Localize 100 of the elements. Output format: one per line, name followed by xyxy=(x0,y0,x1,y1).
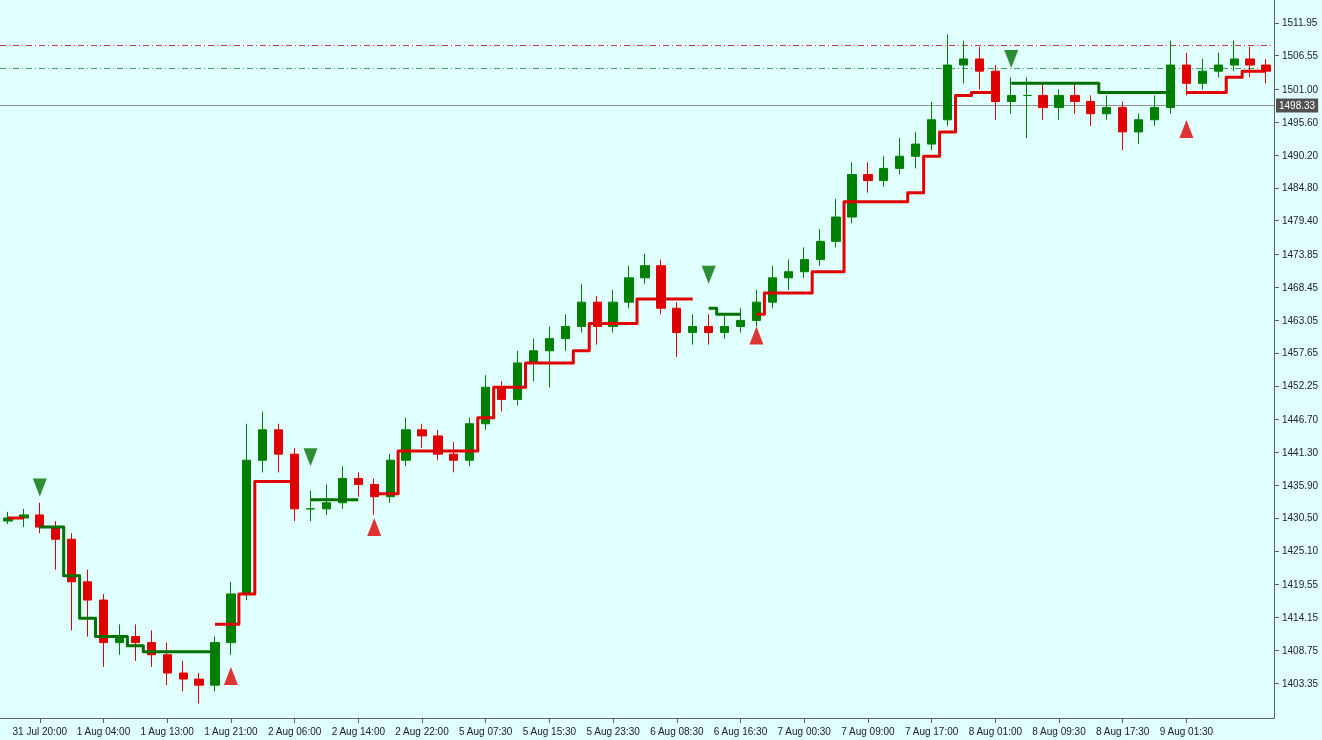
candlestick xyxy=(83,569,92,638)
x-tick-label: 6 Aug 16:30 xyxy=(713,725,768,737)
candlestick xyxy=(720,313,729,340)
candlestick xyxy=(433,429,443,461)
candlestick xyxy=(1102,94,1111,121)
point xyxy=(367,518,382,537)
x-tick-label: 9 Aug 01:30 xyxy=(1159,725,1214,737)
candlestick xyxy=(1166,40,1175,115)
candlestick xyxy=(736,307,745,334)
y-tick-label: 1479.40 xyxy=(1282,215,1319,227)
y-tick-label: 1435.90 xyxy=(1282,479,1319,491)
candlestick xyxy=(577,283,586,334)
candlestick xyxy=(481,374,490,431)
candlestick xyxy=(975,46,984,90)
x-tick-label: 5 Aug 23:30 xyxy=(586,725,641,737)
candlestick xyxy=(99,593,108,668)
y-tick-label: 1473.85 xyxy=(1282,248,1319,260)
point xyxy=(1179,119,1194,138)
candlestick xyxy=(672,301,681,358)
candlestick xyxy=(194,672,204,704)
x-tick-label: 2 Aug 14:00 xyxy=(331,725,386,737)
x-tick-label: 8 Aug 01:00 xyxy=(968,725,1023,737)
point xyxy=(223,667,238,686)
candlestick xyxy=(1118,101,1127,151)
candlestick xyxy=(67,532,76,631)
candlestick xyxy=(1054,88,1064,121)
x-tick-label: 7 Aug 17:00 xyxy=(904,725,959,737)
candlestick xyxy=(354,471,363,498)
y-tick-label: 1495.60 xyxy=(1282,116,1319,128)
candlestick xyxy=(545,325,554,388)
y-tick-label: 1430.50 xyxy=(1282,512,1319,524)
candlestick xyxy=(561,313,570,352)
candlestick xyxy=(306,490,315,522)
y-tick-label: 1414.15 xyxy=(1282,611,1319,623)
candlestick xyxy=(959,40,968,84)
candlestick xyxy=(401,417,411,467)
x-tick-label: 6 Aug 08:30 xyxy=(650,725,704,737)
x-tick-label: 31 Jul 20:00 xyxy=(12,725,68,737)
y-tick-label: 1490.20 xyxy=(1282,149,1319,161)
candlestick xyxy=(1150,94,1159,127)
y-tick-label: 1419.55 xyxy=(1282,579,1319,591)
x-tick-label: 8 Aug 09:30 xyxy=(1032,725,1087,737)
y-tick-label: 1452.25 xyxy=(1282,380,1319,392)
candlestick xyxy=(863,161,873,194)
candlestick xyxy=(131,623,140,662)
ref-line-label: 1498.33 xyxy=(1279,100,1316,112)
candlestick xyxy=(800,246,809,279)
y-tick-label: 1441.30 xyxy=(1282,446,1319,458)
y-tick-label: 1468.45 xyxy=(1282,281,1319,293)
candlestick xyxy=(784,259,793,291)
y-tick-label: 1425.10 xyxy=(1282,545,1319,557)
candlestick xyxy=(624,265,634,309)
candlestick xyxy=(704,313,713,346)
candlestick xyxy=(1086,94,1095,127)
candlestick xyxy=(911,131,920,169)
candlestick xyxy=(831,198,841,248)
candlestick xyxy=(752,289,761,327)
x-tick-label: 1 Aug 04:00 xyxy=(76,725,131,737)
candlestick xyxy=(1198,58,1207,90)
candlestick xyxy=(322,484,331,516)
x-tick-label: 1 Aug 21:00 xyxy=(204,725,259,737)
candlestick xyxy=(465,417,474,467)
candlestick xyxy=(1023,76,1032,139)
point xyxy=(701,265,716,284)
x-tick-label: 8 Aug 17:30 xyxy=(1096,725,1150,737)
candlestick xyxy=(417,423,427,449)
candlestick xyxy=(943,34,952,127)
y-tick-label: 1408.75 xyxy=(1282,644,1319,656)
candlestick xyxy=(927,101,936,151)
x-tick-label: 2 Aug 06:00 xyxy=(267,725,322,737)
x-tick-label: 5 Aug 15:30 xyxy=(522,725,577,737)
candlestick xyxy=(210,636,220,692)
y-tick-label: 1484.80 xyxy=(1282,182,1319,194)
candlestick xyxy=(242,423,251,601)
candlestick xyxy=(1007,76,1016,115)
candlestick xyxy=(386,453,395,504)
candlestick xyxy=(879,155,888,188)
y-tick-label: 1501.00 xyxy=(1282,83,1319,95)
y-tick-label: 1457.65 xyxy=(1282,347,1319,359)
candlestick xyxy=(274,423,283,473)
x-tick-label: 7 Aug 09:00 xyxy=(841,725,896,737)
y-tick-label: 1446.70 xyxy=(1282,413,1319,425)
candlestick xyxy=(513,350,522,407)
candlestick xyxy=(816,228,825,267)
candlestick xyxy=(1230,40,1239,72)
candlestick xyxy=(688,313,697,346)
y-tick-label: 1506.55 xyxy=(1282,50,1319,62)
point xyxy=(749,326,764,345)
candlestick xyxy=(895,137,904,175)
candlestick xyxy=(179,660,188,692)
candlestick xyxy=(449,441,458,473)
y-tick-label: 1403.35 xyxy=(1282,677,1319,689)
candlestick xyxy=(258,411,267,473)
candlestick xyxy=(1134,113,1143,145)
candlestick xyxy=(1070,82,1080,115)
candlestick xyxy=(640,253,650,285)
y-tick-label: 1511.95 xyxy=(1282,17,1318,29)
candlestick xyxy=(847,161,857,224)
y-tick-label: 1463.05 xyxy=(1282,314,1319,326)
x-tick-label: 7 Aug 00:30 xyxy=(777,725,832,737)
